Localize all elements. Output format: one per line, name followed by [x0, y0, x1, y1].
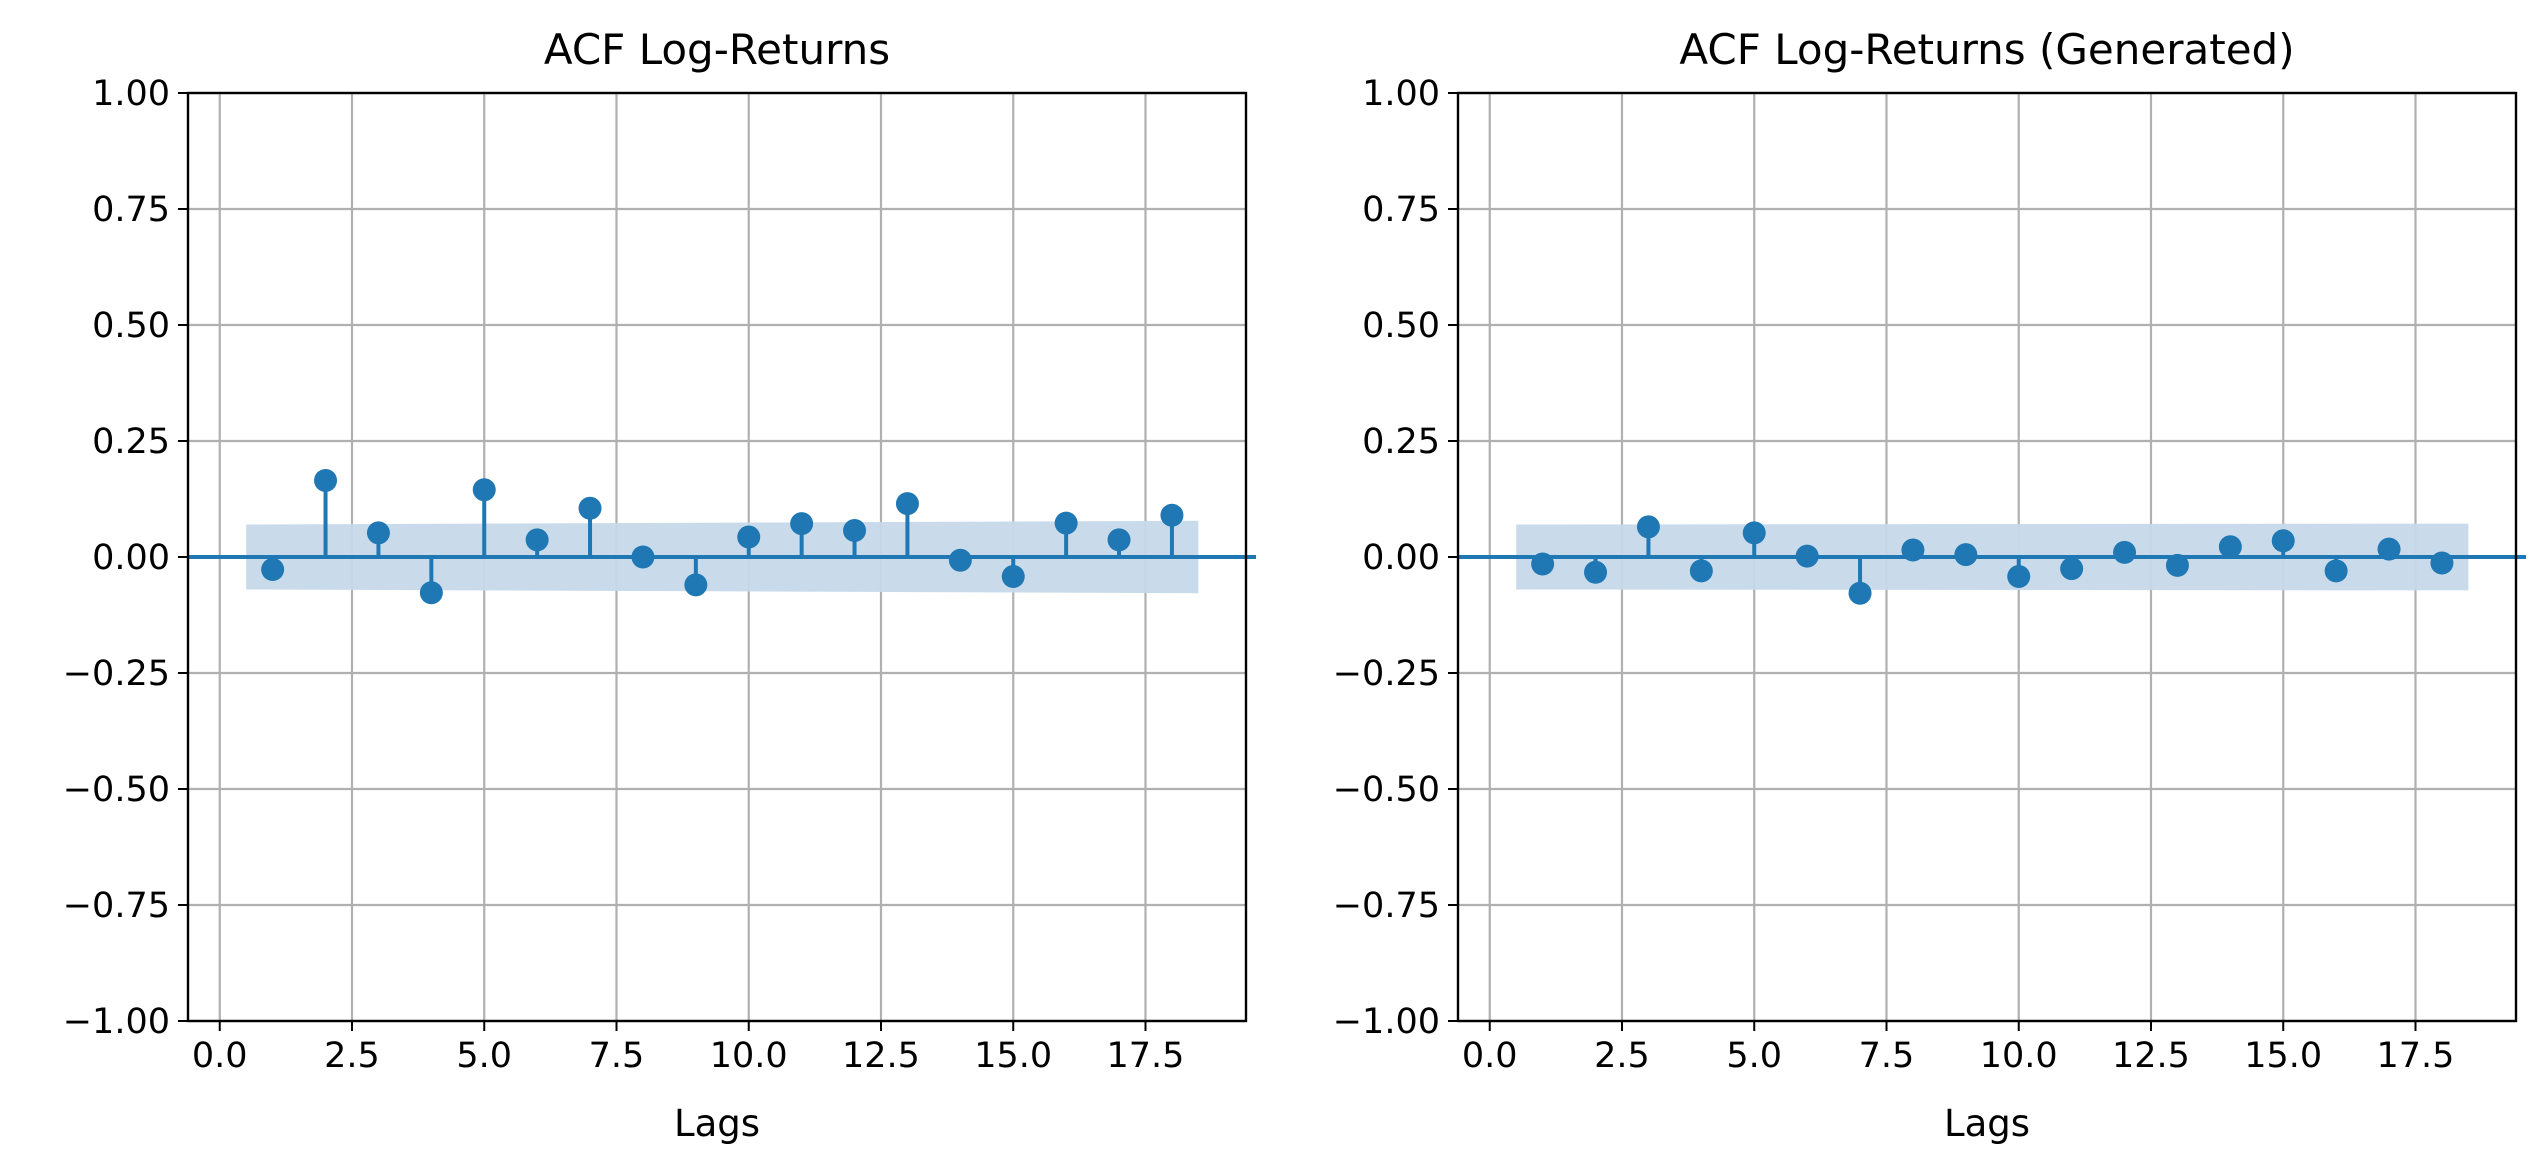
- x-tick-label: 0.0: [1462, 1036, 1518, 1076]
- acf-point-lag-17: [1107, 528, 1131, 552]
- x-tick-label: 12.5: [2112, 1036, 2190, 1076]
- y-tick-label: 0.25: [92, 422, 170, 462]
- acf-point-lag-4: [1689, 559, 1713, 583]
- x-tick-label: 7.5: [589, 1036, 645, 1076]
- acf-point-lag-2: [314, 468, 338, 492]
- acf-point-lag-7: [578, 496, 602, 520]
- acf-point-lag-8: [1901, 538, 1925, 562]
- x-tick-label: 2.5: [324, 1036, 380, 1076]
- x-tick-label: 15.0: [974, 1036, 1052, 1076]
- x-tick-label: 5.0: [1726, 1036, 1782, 1076]
- acf-point-lag-18: [1160, 503, 1184, 527]
- x-tick-label: 0.0: [192, 1036, 248, 1076]
- acf-point-lag-18: [2430, 551, 2454, 575]
- y-tick-label: 0.75: [1362, 190, 1440, 230]
- y-tick-label: −1.00: [1333, 1002, 1440, 1042]
- x-tick-label: 17.5: [1107, 1036, 1185, 1076]
- acf-point-lag-13: [895, 492, 919, 516]
- acf-point-lag-15: [2271, 529, 2295, 553]
- acf-point-lag-9: [1954, 543, 1978, 567]
- y-tick-label: −0.75: [1333, 886, 1440, 926]
- acf-point-lag-6: [525, 528, 549, 552]
- chart-title: ACF Log-Returns: [544, 25, 890, 74]
- x-tick-label: 17.5: [2377, 1036, 2455, 1076]
- acf-point-lag-8: [631, 545, 655, 569]
- y-tick-label: −0.25: [63, 654, 170, 694]
- acf-point-lag-10: [737, 525, 761, 549]
- acf-point-lag-1: [261, 558, 285, 582]
- acf-point-lag-14: [948, 548, 972, 572]
- acf-point-lag-12: [2113, 540, 2137, 564]
- x-tick-label: 12.5: [842, 1036, 920, 1076]
- x-axis-label: Lags: [674, 1102, 760, 1145]
- x-tick-label: 5.0: [456, 1036, 512, 1076]
- acf-point-lag-16: [1054, 511, 1078, 535]
- acf-point-lag-10: [2007, 564, 2031, 588]
- y-tick-label: 1.00: [1362, 74, 1440, 114]
- x-tick-label: 15.0: [2244, 1036, 2322, 1076]
- acf-point-lag-17: [2377, 537, 2401, 561]
- acf-point-lag-3: [1636, 515, 1660, 539]
- x-tick-label: 7.5: [1859, 1036, 1915, 1076]
- y-tick-label: −0.25: [1333, 654, 1440, 694]
- x-axis-label: Lags: [1944, 1102, 2030, 1145]
- y-tick-label: 0.50: [92, 306, 170, 346]
- y-tick-label: 0.50: [1362, 306, 1440, 346]
- y-tick-label: −0.50: [63, 770, 170, 810]
- x-tick-label: 10.0: [710, 1036, 788, 1076]
- acf-point-lag-4: [419, 581, 443, 605]
- acf-point-lag-5: [1742, 521, 1766, 545]
- acf-point-lag-6: [1795, 544, 1819, 568]
- acf-panel-generated: 0.0 2.5 5.0 7.5 10.0 12.5 15.0 17.5 −1.00 −0.75 −0…: [1333, 25, 2526, 1145]
- y-tick-label: 0.00: [1362, 538, 1440, 578]
- acf-panel-observed: 0.0 2.5 5.0 7.5 10.0 12.5 15.0 17.5 −1.00 −0.75 −0…: [63, 25, 1256, 1145]
- acf-point-lag-7: [1848, 581, 1872, 605]
- x-tick-label: 2.5: [1594, 1036, 1650, 1076]
- acf-point-lag-5: [472, 478, 496, 502]
- acf-point-lag-14: [2218, 535, 2242, 559]
- y-tick-label: −0.50: [1333, 770, 1440, 810]
- acf-point-lag-15: [1001, 564, 1025, 588]
- acf-point-lag-11: [790, 512, 814, 536]
- y-tick-label: −0.75: [63, 886, 170, 926]
- acf-point-lag-11: [2060, 557, 2084, 581]
- y-tick-label: 0.00: [92, 538, 170, 578]
- acf-point-lag-2: [1584, 560, 1608, 584]
- acf-point-lag-9: [684, 573, 708, 597]
- y-tick-label: 0.75: [92, 190, 170, 230]
- x-tick-label: 10.0: [1980, 1036, 2058, 1076]
- acf-point-lag-16: [2324, 559, 2348, 583]
- y-tick-label: −1.00: [63, 1002, 170, 1042]
- acf-point-lag-13: [2165, 553, 2189, 577]
- chart-title: ACF Log-Returns (Generated): [1679, 25, 2294, 74]
- acf-point-lag-12: [843, 519, 867, 543]
- acf-point-lag-3: [366, 521, 390, 545]
- y-tick-label: 0.25: [1362, 422, 1440, 462]
- y-tick-label: 1.00: [92, 74, 170, 114]
- acf-point-lag-1: [1531, 552, 1555, 576]
